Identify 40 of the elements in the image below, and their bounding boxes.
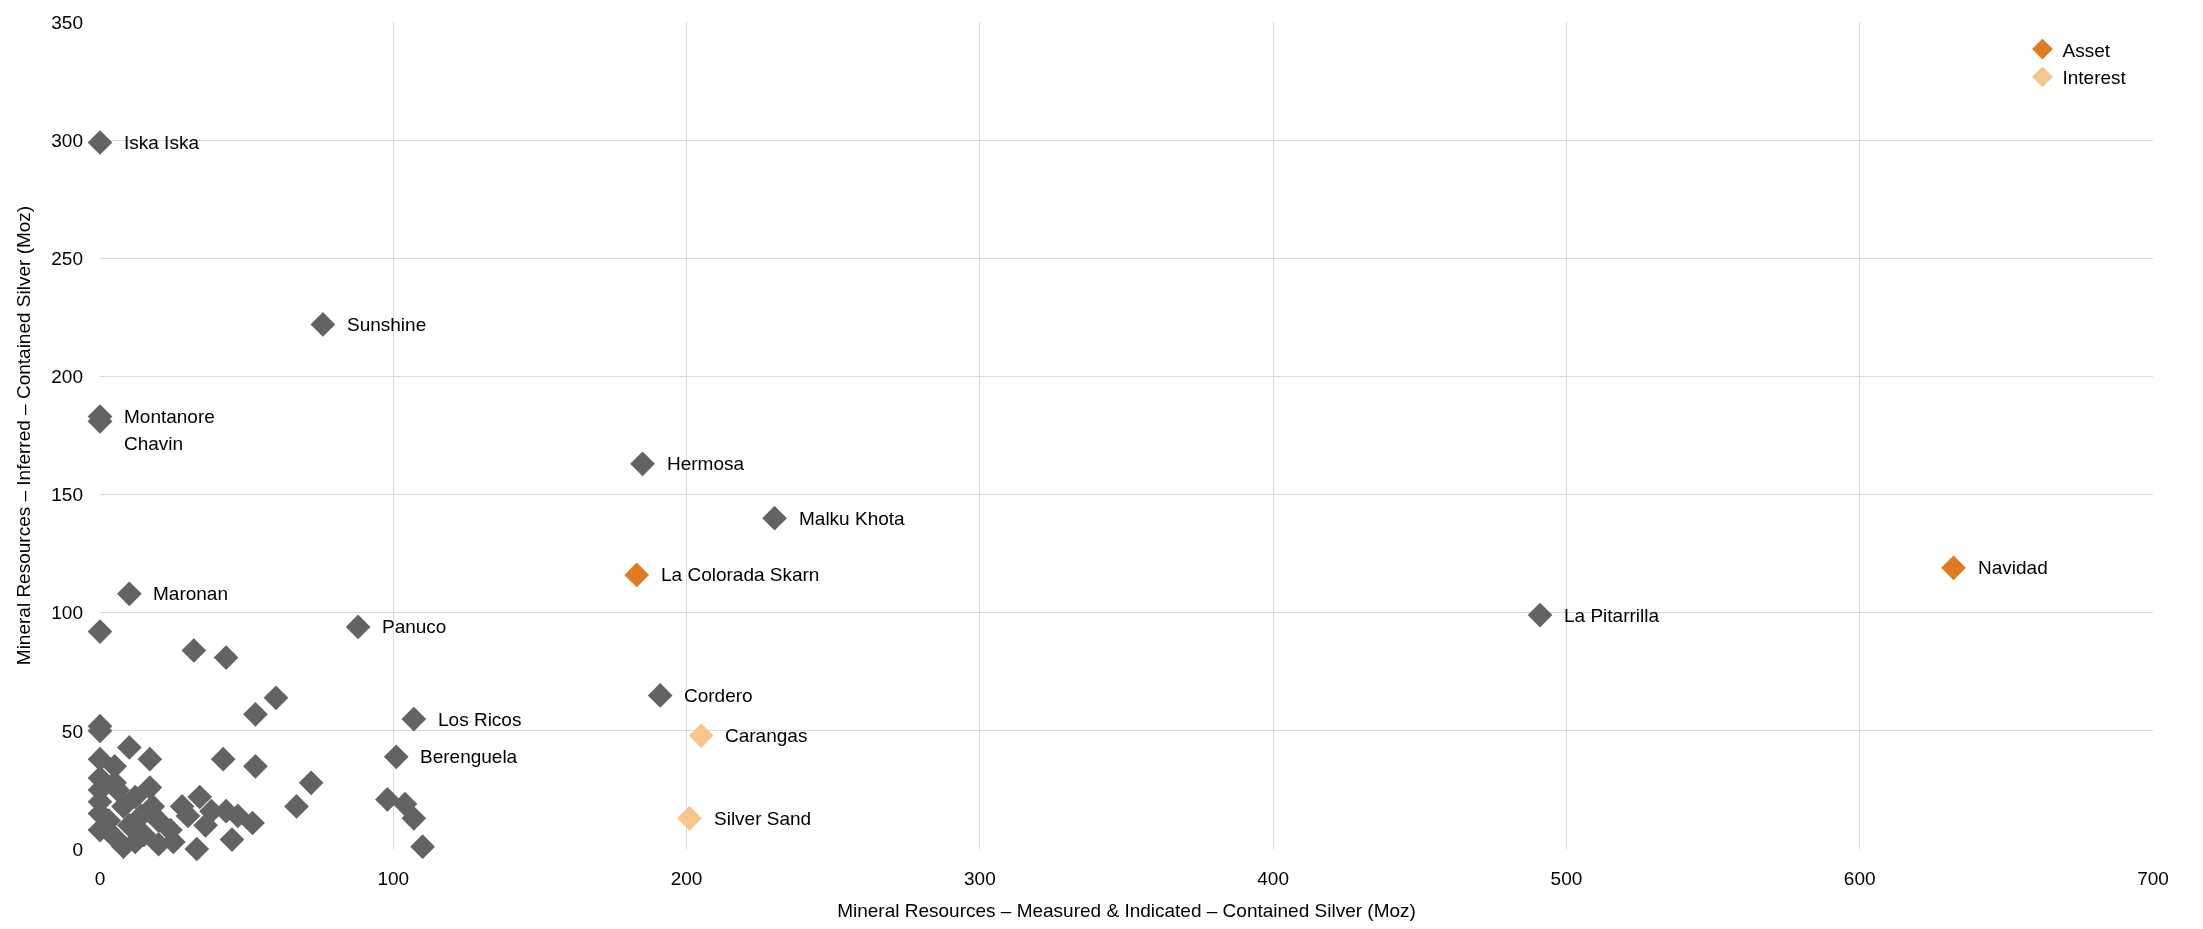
y-tick-label: 150 bbox=[51, 484, 83, 506]
annotation: Chavin bbox=[124, 433, 184, 454]
annotation: Silver Sand bbox=[714, 808, 812, 829]
x-tick-label: 100 bbox=[377, 868, 410, 889]
x-axis-title: Mineral Resources – Measured & Indicated – Contained Silver (Moz) bbox=[837, 899, 1416, 921]
y-tick-label: 0 bbox=[72, 838, 83, 860]
annotation: Sunshine bbox=[347, 314, 427, 335]
annotation: Berenguela bbox=[420, 746, 518, 767]
y-tick-label: 50 bbox=[61, 720, 83, 742]
y-tick-label: 350 bbox=[51, 11, 83, 33]
y-axis-title: Mineral Resources – Inferred – Contained Silver (Moz) bbox=[13, 205, 35, 666]
x-tick-label: 0 bbox=[94, 868, 106, 889]
x-tick-label: 600 bbox=[1843, 868, 1876, 889]
annotation: Maronan bbox=[153, 583, 228, 604]
point bbox=[624, 562, 650, 588]
annotation: Los Ricos bbox=[438, 709, 522, 730]
annotation: Montanore bbox=[124, 406, 215, 427]
y-tick-label: 100 bbox=[51, 602, 83, 624]
x-tick-label: 300 bbox=[964, 868, 996, 889]
annotation: Malku Khota bbox=[799, 508, 906, 529]
x-tick-label: 500 bbox=[1550, 868, 1583, 889]
annotation: Carangas bbox=[725, 725, 808, 746]
annotation: La Pitarrilla bbox=[1564, 605, 1660, 626]
annotation: Cordero bbox=[684, 685, 753, 706]
x-tick-label: 400 bbox=[1257, 868, 1289, 889]
y-tick-label: 250 bbox=[51, 247, 83, 269]
annotation: Panuco bbox=[382, 616, 447, 637]
point bbox=[1941, 555, 1966, 581]
annotation: Hermosa bbox=[667, 453, 745, 474]
point bbox=[688, 723, 714, 748]
annotation: Navidad bbox=[1978, 557, 2048, 578]
annotation: La Colorada Skarn bbox=[661, 564, 820, 585]
x-tick-label: 200 bbox=[670, 868, 703, 889]
y-tick-label: 200 bbox=[51, 366, 83, 388]
x-tick-label: 700 bbox=[2137, 868, 2169, 889]
y-tick-label: 300 bbox=[51, 129, 83, 151]
legend-label: Interest bbox=[2062, 67, 2127, 89]
legend-label: Asset bbox=[2062, 39, 2111, 61]
annotation: Iska Iska bbox=[124, 132, 200, 153]
point bbox=[677, 805, 702, 831]
